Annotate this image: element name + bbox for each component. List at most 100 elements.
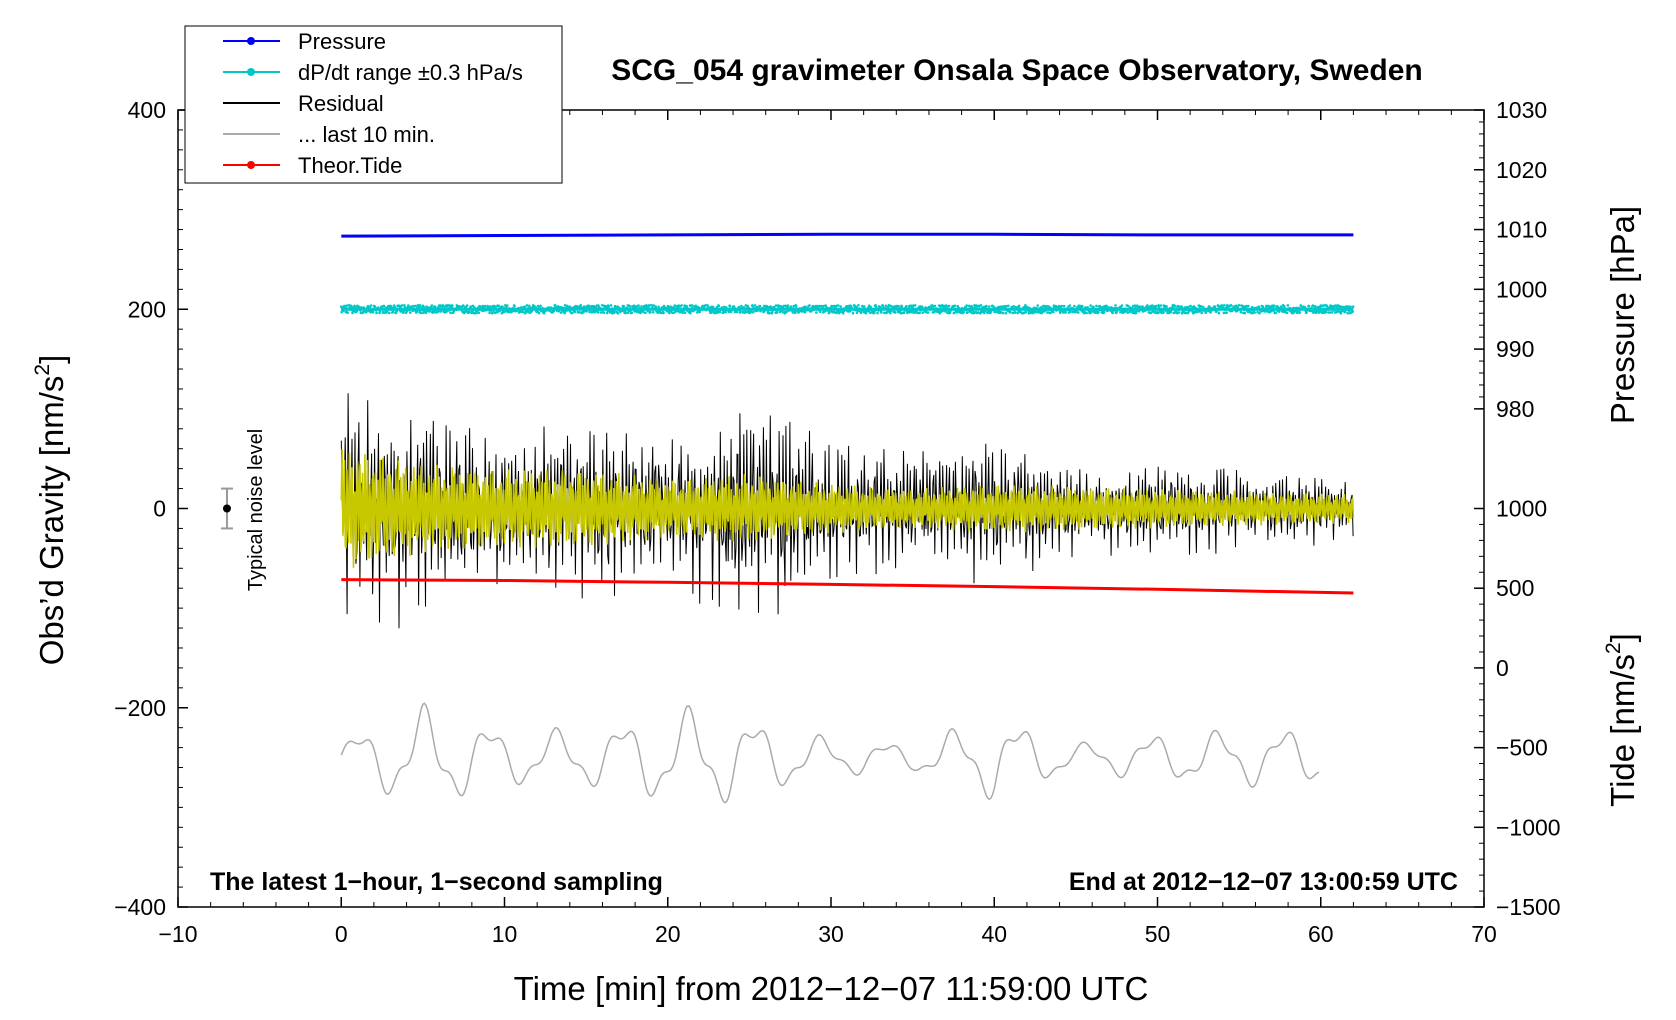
dpdt-point [815, 311, 818, 314]
dpdt-point [1204, 311, 1207, 315]
dpdt-point [753, 304, 757, 307]
dpdt-point [689, 311, 692, 315]
dpdt-point [1011, 311, 1014, 315]
dpdt-point [1102, 311, 1106, 314]
dpdt-point [786, 304, 790, 307]
dpdt-point [965, 311, 969, 315]
dpdt-point [1325, 304, 1329, 308]
dpdt-point [985, 304, 988, 308]
dpdt-point [640, 305, 643, 308]
dpdt-point [1261, 305, 1265, 309]
dpdt-point [1286, 304, 1290, 307]
dpdt-point [967, 304, 971, 308]
x-tick-label: 0 [335, 921, 348, 947]
dpdt-point [400, 304, 404, 307]
dpdt-point [769, 305, 773, 308]
dpdt-point [926, 311, 930, 314]
dpdt-point [921, 311, 924, 315]
x-axis-label: Time [min] from 2012−12−07 11:59:00 UTC [514, 970, 1149, 1007]
dpdt-point [507, 310, 511, 314]
dpdt-point [1213, 305, 1217, 308]
dpdt-point [952, 311, 956, 315]
dpdt-point [539, 304, 542, 308]
dpdt-point [340, 305, 343, 309]
dpdt-point [818, 310, 822, 314]
y-axis-label-pressure: Pressure [hPa] [1604, 206, 1641, 424]
dpdt-point [609, 304, 613, 307]
dpdt-point [616, 311, 620, 315]
dpdt-point [1036, 304, 1039, 307]
dpdt-point [1314, 305, 1317, 308]
annotation-end-time: End at 2012−12−07 13:00:59 UTC [1069, 868, 1458, 896]
dpdt-point [1258, 311, 1261, 315]
pressure-tick-label: 1020 [1496, 157, 1547, 183]
dpdt-point [724, 310, 727, 314]
dpdt-point [668, 311, 671, 315]
dpdt-point [1200, 311, 1203, 315]
dpdt-point [483, 304, 487, 308]
chart-title: SCG_054 gravimeter Onsala Space Observat… [611, 54, 1423, 87]
dpdt-point [433, 310, 436, 314]
y-axis-label-tide: Tide [nm/s2] [1602, 633, 1641, 807]
dpdt-point [430, 304, 434, 307]
dpdt-point [571, 311, 574, 315]
dpdt-point [874, 305, 878, 309]
dpdt-point [365, 310, 369, 313]
dpdt-point [1090, 310, 1093, 314]
dpdt-point [1347, 305, 1350, 308]
dpdt-point [841, 311, 845, 315]
dpdt-point [590, 311, 594, 314]
dpdt-point [465, 304, 469, 307]
dpdt-point [652, 304, 655, 307]
dpdt-point [1343, 310, 1347, 314]
dpdt-point [1024, 304, 1027, 307]
dpdt-point [913, 304, 917, 307]
x-tick-label: 70 [1471, 921, 1497, 947]
dpdt-point [859, 311, 863, 315]
dpdt-point [1245, 304, 1248, 308]
dpdt-point [698, 310, 701, 314]
dpdt-point [987, 305, 991, 308]
legend-label: Pressure [298, 29, 386, 54]
dpdt-point [523, 305, 527, 309]
dpdt-point [587, 305, 591, 308]
dpdt-point [873, 310, 876, 313]
dpdt-point [970, 304, 973, 308]
dpdt-point [909, 304, 913, 308]
dpdt-point [1277, 310, 1281, 313]
dpdt-point [1220, 304, 1224, 307]
dpdt-point [884, 304, 888, 308]
y-axis-label-tide-sup: 2 [1602, 642, 1625, 654]
dpdt-point [1062, 304, 1066, 308]
dpdt-point [1001, 311, 1005, 315]
legend-marker [247, 161, 255, 169]
dpdt-point [680, 304, 683, 307]
dpdt-point [651, 310, 655, 314]
dpdt-point [1265, 304, 1268, 308]
dpdt-point [624, 311, 628, 315]
dpdt-point [1111, 311, 1114, 315]
dpdt-point [1209, 311, 1212, 314]
dpdt-point [933, 304, 937, 308]
dpdt-point [774, 304, 778, 307]
dpdt-point [1351, 310, 1354, 313]
dpdt-point [905, 304, 908, 308]
dpdt-point [691, 304, 694, 307]
dpdt-point [1058, 311, 1062, 315]
noise-point [222, 504, 231, 513]
dpdt-point [1298, 311, 1301, 315]
dpdt-point [407, 304, 410, 307]
y-axis-label-left: Obs’d Gravity [nm/s2] [31, 355, 70, 666]
dpdt-point [803, 310, 807, 314]
dpdt-point [1339, 311, 1343, 315]
dpdt-point [1225, 304, 1229, 307]
x-tick-label: −10 [158, 921, 197, 947]
dpdt-point [1285, 311, 1289, 315]
dpdt-point [857, 304, 860, 307]
noise-label: Typical noise level [245, 429, 267, 591]
dpdt-point [718, 310, 722, 314]
dpdt-point [739, 310, 742, 313]
dpdt-point [839, 305, 843, 308]
dpdt-point [409, 311, 412, 314]
